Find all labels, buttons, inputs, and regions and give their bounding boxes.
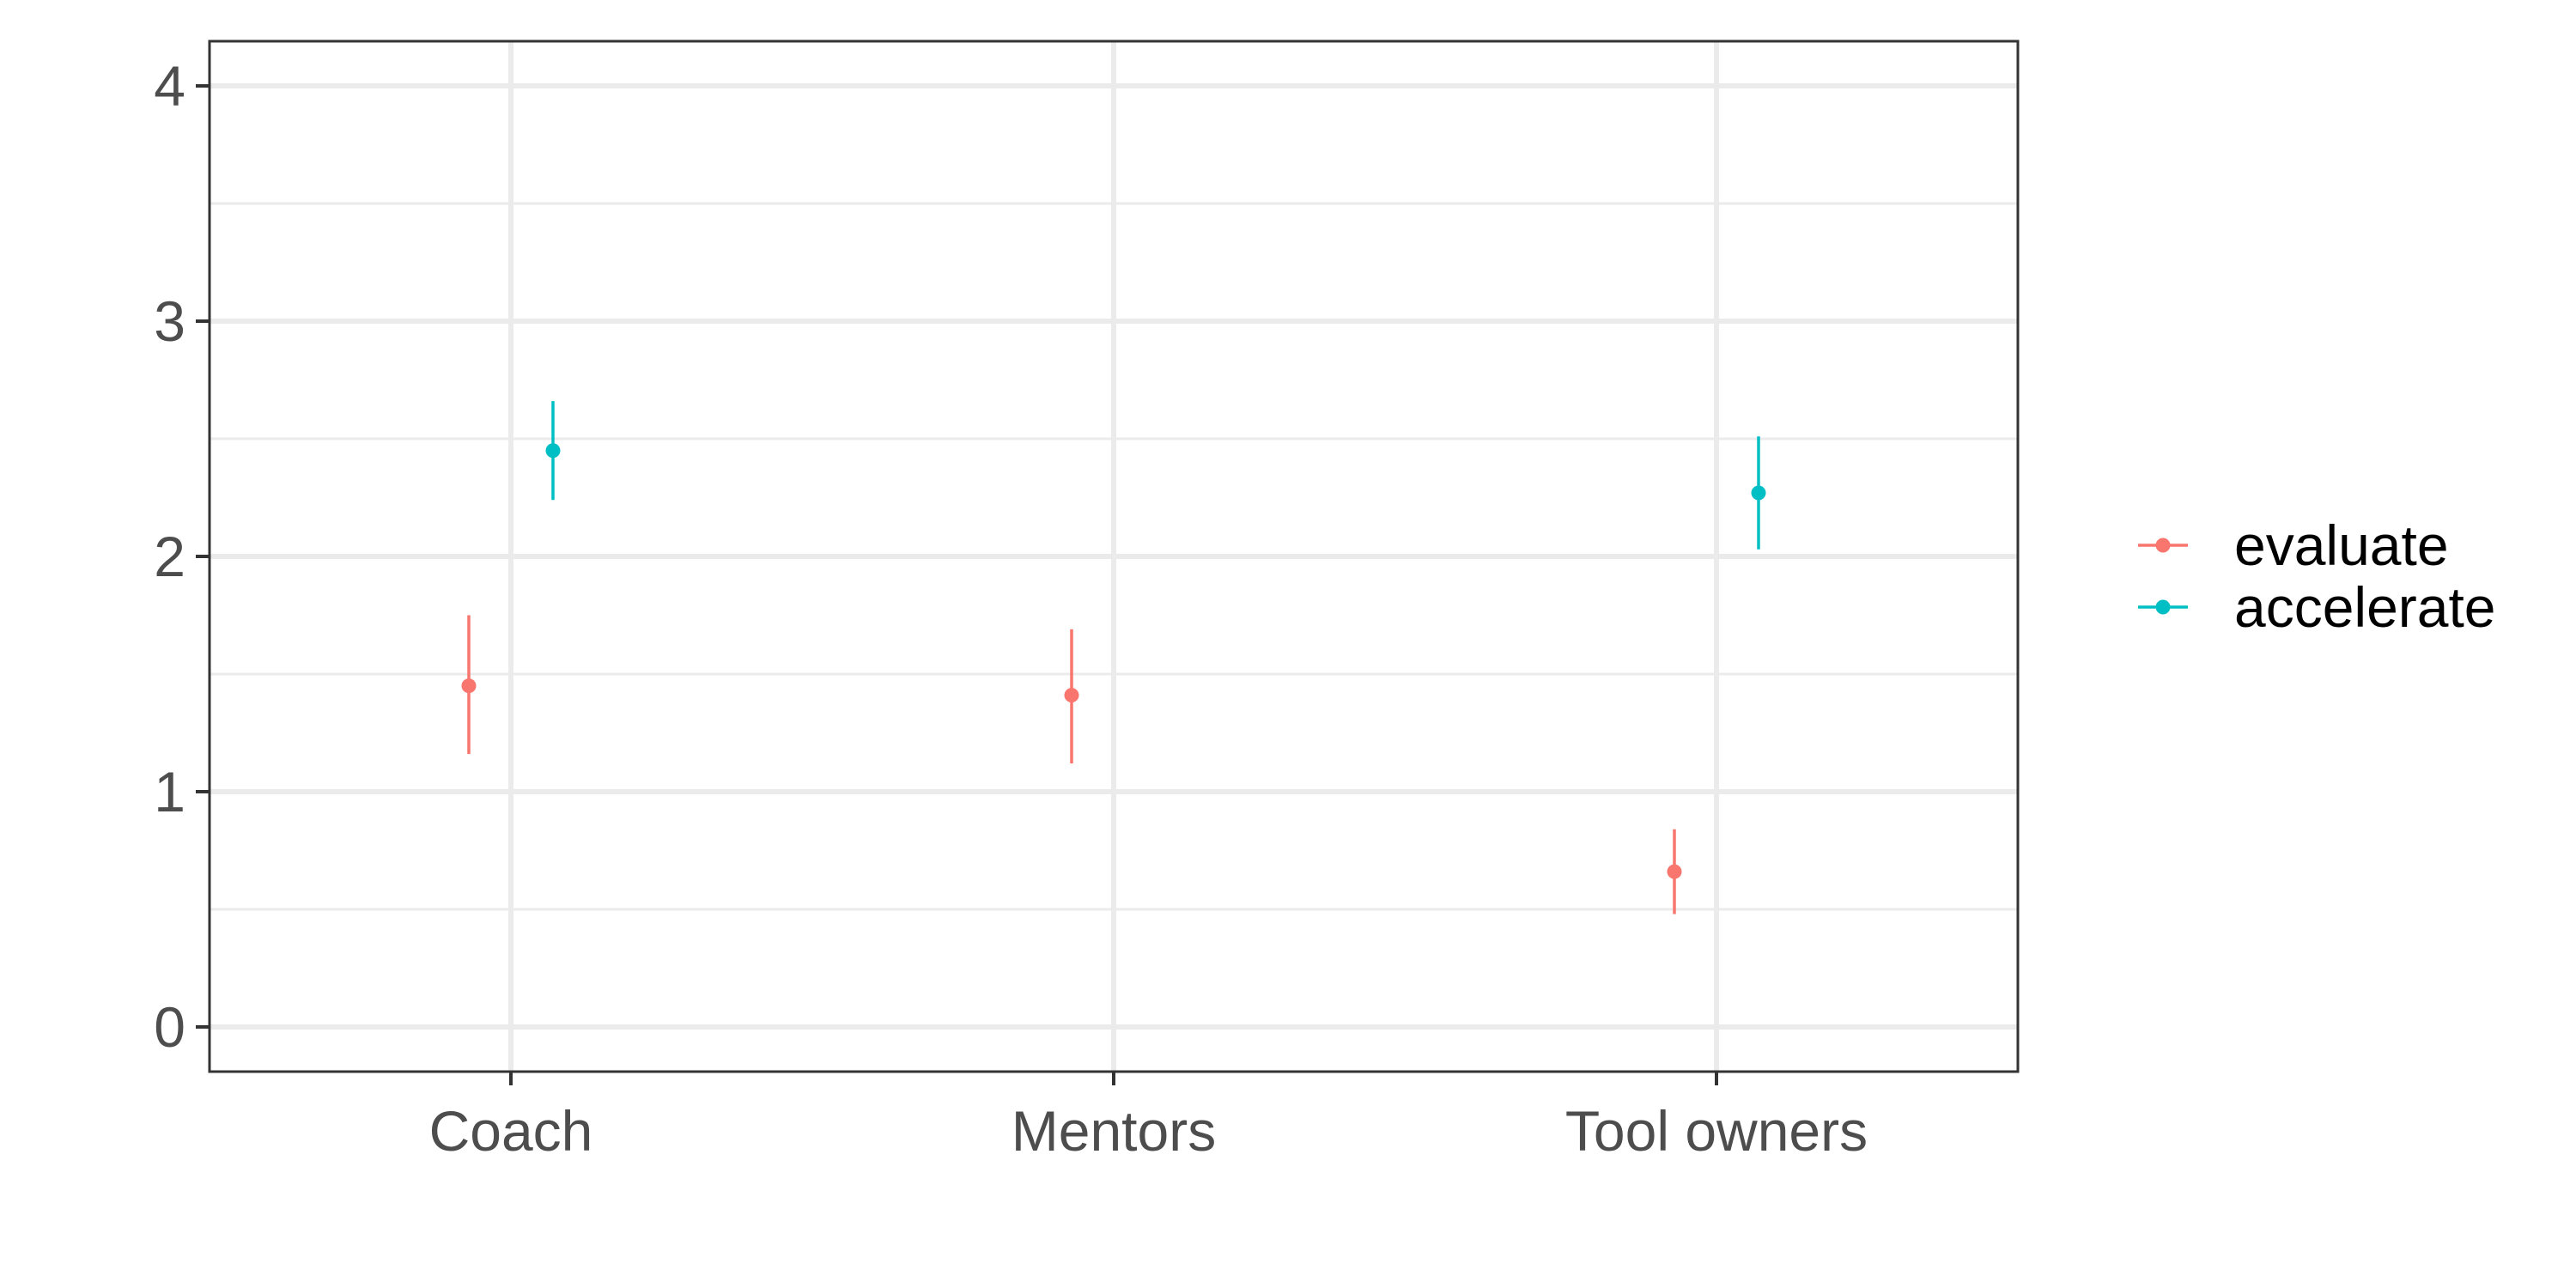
legend-key-point [2155,599,2171,615]
legend-label: evaluate [2234,513,2449,577]
y-tick-label: 0 [154,995,185,1059]
data-point [1751,485,1766,501]
data-point [1064,688,1079,703]
data-point [461,678,477,694]
x-tick-label: Tool owners [1565,1099,1868,1163]
x-tick-label: Coach [429,1099,593,1163]
y-tick-label: 4 [154,54,185,118]
x-tick-label: Mentors [1012,1099,1216,1163]
y-tick-label: 1 [154,760,185,823]
axes: 0 1 2 3 4 Coach Mentors Tool owners [154,54,1868,1163]
data-marks [461,401,1766,914]
legend-label: accelerate [2234,575,2496,639]
y-tick-label: 2 [154,525,185,588]
data-point [545,443,561,459]
legend-key-point [2155,538,2171,553]
grid-major [210,41,2018,1072]
data-point [1667,864,1682,879]
y-tick-label: 3 [154,289,185,353]
